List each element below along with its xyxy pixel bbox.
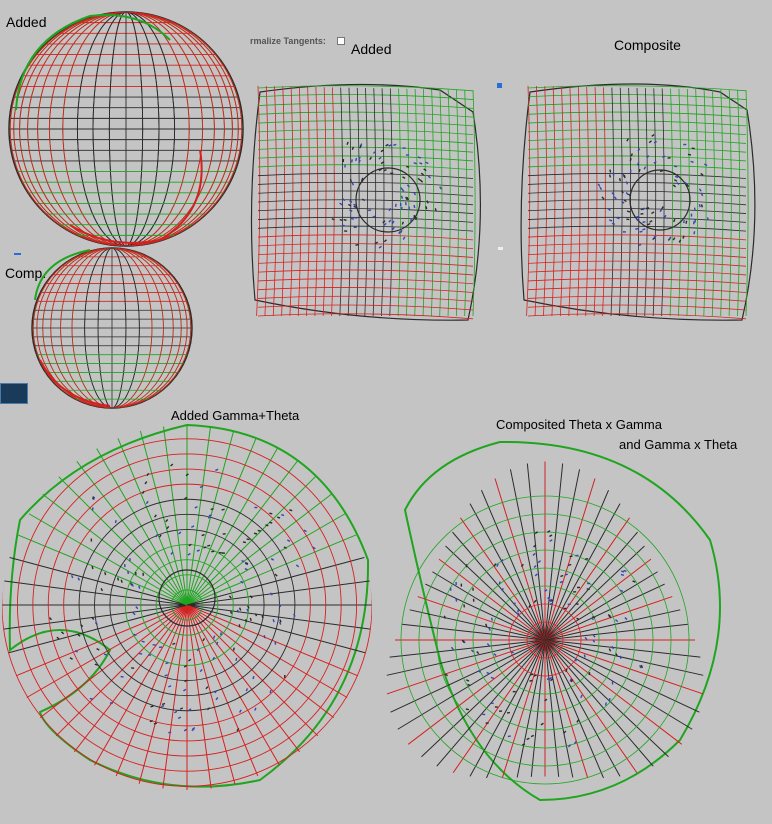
blue-marker [497, 83, 502, 88]
normalize-tangents-checkbox[interactable] [337, 37, 345, 45]
grid-composite-top-right [520, 83, 756, 321]
spiral-added-gamma-theta [2, 423, 372, 790]
mid-left-label: Comp. [5, 265, 47, 281]
bottom-right-label-line1: Composited Theta x Gamma [496, 417, 662, 432]
small-blue-dash [14, 253, 21, 255]
top-left-label: Added [6, 14, 47, 30]
normalize-tangents-label: rmalize Tangents: [250, 36, 326, 46]
grid-added-top-mid [250, 83, 481, 321]
sphere-comp-small [31, 247, 193, 409]
top-mid-label: Added [351, 41, 392, 57]
bottom-left-label: Added Gamma+Theta [171, 408, 300, 423]
top-right-label: Composite [614, 37, 681, 53]
spiral-composited-theta-gamma [386, 440, 721, 802]
sphere-added-top-left [8, 11, 244, 247]
bottom-right-label-line2: and Gamma x Theta [619, 437, 738, 452]
thumbnail-widget[interactable] [0, 383, 28, 404]
white-marker [498, 247, 503, 250]
